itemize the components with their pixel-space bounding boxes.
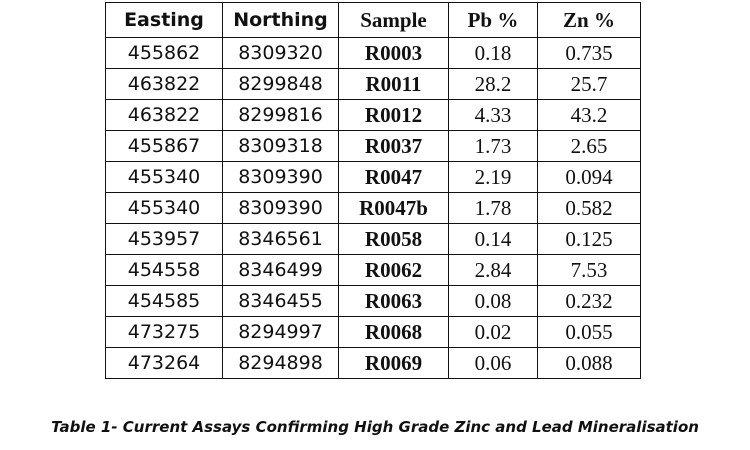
table-cell: 8309390	[222, 161, 339, 193]
table-cell: R0063	[338, 285, 449, 317]
table-row: 473275 8294997 R0068 0.02 0.055	[105, 316, 641, 348]
table-cell: 2.65	[537, 130, 641, 162]
table-cell: 7.53	[537, 254, 641, 286]
table-cell: R0003	[338, 37, 449, 69]
table-cell: 455867	[105, 130, 223, 162]
column-header: Zn %	[537, 2, 641, 38]
table-cell: 0.232	[537, 285, 641, 317]
table-row: 463822 8299848 R0011 28.2 25.7	[105, 68, 641, 100]
table-row: 455340 8309390 R0047 2.19 0.094	[105, 161, 641, 193]
table-cell: 0.088	[537, 347, 641, 379]
table-cell: 4.33	[448, 99, 538, 131]
table-row: 455867 8309318 R0037 1.73 2.65	[105, 130, 641, 162]
table-cell: 8309318	[222, 130, 339, 162]
table-cell: 0.055	[537, 316, 641, 348]
table-row: 463822 8299816 R0012 4.33 43.2	[105, 99, 641, 131]
table-cell: R0058	[338, 223, 449, 255]
table-cell: R0068	[338, 316, 449, 348]
table-cell: 0.02	[448, 316, 538, 348]
table-cell: R0012	[338, 99, 449, 131]
table-cell: 0.08	[448, 285, 538, 317]
header-row: Easting Northing Sample Pb % Zn %	[105, 2, 641, 38]
table-cell: 1.73	[448, 130, 538, 162]
table-cell: 8309390	[222, 192, 339, 224]
table-cell: R0047	[338, 161, 449, 193]
table-cell: 463822	[105, 99, 223, 131]
column-header: Northing	[222, 2, 339, 38]
table-cell: 8299816	[222, 99, 339, 131]
table-body: 455862 8309320 R0003 0.18 0.735 463822 8299848…	[105, 37, 641, 379]
table-cell: 2.84	[448, 254, 538, 286]
table-row: 454585 8346455 R0063 0.08 0.232	[105, 285, 641, 317]
table-row: 473264 8294898 R0069 0.06 0.088	[105, 347, 641, 379]
table-cell: R0069	[338, 347, 449, 379]
table-row: 455340 8309390 R0047b 1.78 0.582	[105, 192, 641, 224]
table-cell: 473264	[105, 347, 223, 379]
table-cell: 0.125	[537, 223, 641, 255]
table-cell: 8294898	[222, 347, 339, 379]
table-cell: R0037	[338, 130, 449, 162]
table-cell: 463822	[105, 68, 223, 100]
column-header: Easting	[105, 2, 223, 38]
table-cell: 28.2	[448, 68, 538, 100]
assay-table: Easting Northing Sample Pb % Zn % 455862 8309…	[105, 2, 641, 379]
table-cell: 455340	[105, 192, 223, 224]
table-cell: R0062	[338, 254, 449, 286]
table-cell: R0011	[338, 68, 449, 100]
caption: Table 1- Current Assays Confirming High …	[51, 418, 699, 436]
table-row: 455862 8309320 R0003 0.18 0.735	[105, 37, 641, 69]
table-cell: 473275	[105, 316, 223, 348]
table-row: 453957 8346561 R0058 0.14 0.125	[105, 223, 641, 255]
table-cell: 455340	[105, 161, 223, 193]
table-cell: 8346561	[222, 223, 339, 255]
table-cell: 8346455	[222, 285, 339, 317]
table-cell: 25.7	[537, 68, 641, 100]
column-header: Pb %	[448, 2, 538, 38]
table-cell: 0.735	[537, 37, 641, 69]
table-cell: 8346499	[222, 254, 339, 286]
table-cell: 8294997	[222, 316, 339, 348]
table-cell: 454558	[105, 254, 223, 286]
column-header: Sample	[338, 2, 449, 38]
table-cell: 8309320	[222, 37, 339, 69]
table-cell: 43.2	[537, 99, 641, 131]
table-cell: 1.78	[448, 192, 538, 224]
table-cell: 0.094	[537, 161, 641, 193]
table-cell: 0.14	[448, 223, 538, 255]
table-cell: 0.582	[537, 192, 641, 224]
table-row: 454558 8346499 R0062 2.84 7.53	[105, 254, 641, 286]
table-cell: 0.18	[448, 37, 538, 69]
table-cell: 453957	[105, 223, 223, 255]
table-cell: 8299848	[222, 68, 339, 100]
table-cell: 455862	[105, 37, 223, 69]
table-cell: 2.19	[448, 161, 538, 193]
table-cell: 454585	[105, 285, 223, 317]
table-cell: R0047b	[338, 192, 449, 224]
table-cell: 0.06	[448, 347, 538, 379]
